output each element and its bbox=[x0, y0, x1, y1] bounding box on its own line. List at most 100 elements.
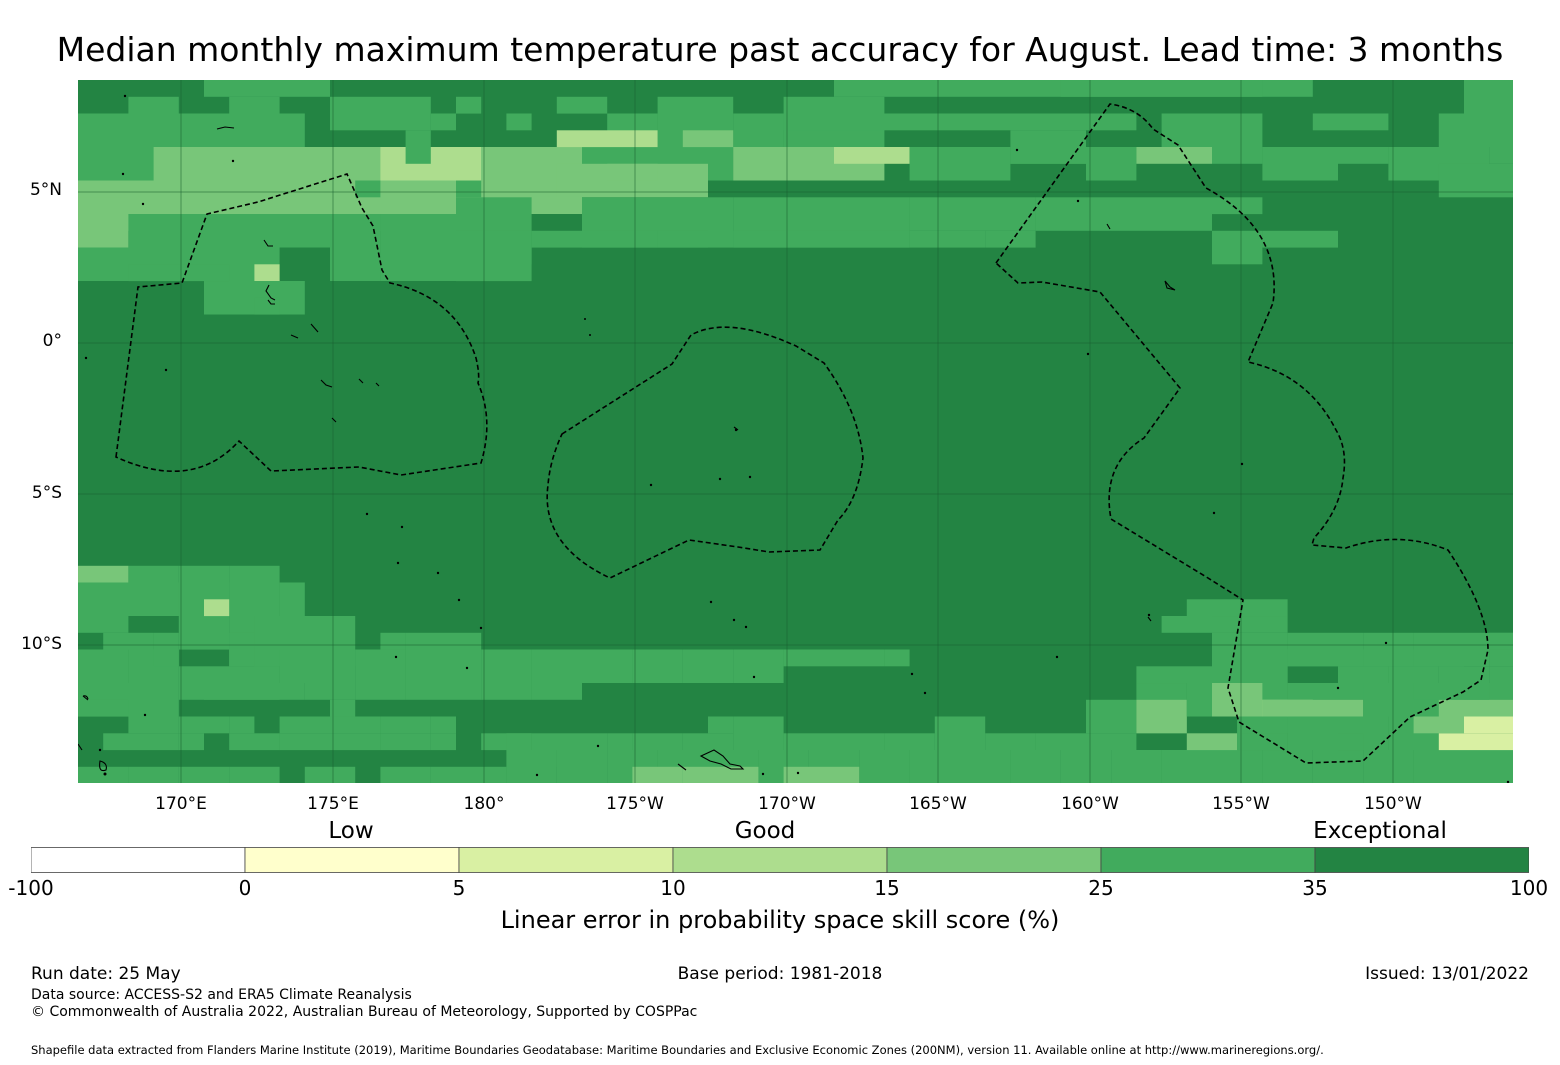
skill-cell bbox=[1212, 599, 1288, 617]
skill-cell bbox=[78, 766, 129, 783]
skill-cell bbox=[985, 230, 1036, 248]
skill-cell bbox=[430, 733, 456, 751]
colorbar-segment bbox=[1314, 847, 1529, 873]
skill-cell bbox=[783, 733, 834, 751]
skill-cell bbox=[1035, 197, 1086, 231]
skill-cell bbox=[405, 632, 482, 684]
skill-cell bbox=[1060, 750, 1112, 783]
skill-cell bbox=[682, 766, 759, 783]
skill-cell bbox=[1111, 750, 1162, 783]
skill-cell bbox=[506, 113, 532, 131]
skill-cell bbox=[380, 766, 431, 783]
skill-cell bbox=[506, 750, 557, 783]
map-title: Median monthly maximum temperature past … bbox=[56, 30, 1504, 69]
skill-cell bbox=[960, 197, 1036, 231]
skill-cell bbox=[733, 649, 784, 683]
skill-cell bbox=[582, 733, 608, 751]
skill-cell bbox=[531, 683, 582, 700]
colorbar-segment bbox=[886, 847, 1102, 873]
skill-cell bbox=[1312, 750, 1364, 783]
skill-cell bbox=[330, 247, 381, 281]
skill-cell bbox=[682, 130, 734, 148]
skill-cell bbox=[103, 733, 179, 751]
skill-cell bbox=[1438, 113, 1513, 147]
skill-cell bbox=[1060, 80, 1263, 97]
skill-cell bbox=[1262, 699, 1364, 717]
island-niulakita bbox=[82, 695, 89, 700]
skill-cell bbox=[229, 733, 280, 751]
skill-cell bbox=[355, 649, 406, 683]
skill-cell bbox=[481, 683, 532, 700]
lat-label-0: 0° bbox=[42, 331, 62, 351]
skill-cell bbox=[128, 766, 179, 783]
skill-cell bbox=[909, 750, 960, 783]
tick-label: 100 bbox=[1509, 876, 1549, 900]
tick-label: 5 bbox=[452, 876, 466, 900]
island-small-2 bbox=[290, 334, 299, 339]
skill-cell bbox=[481, 649, 532, 683]
run-date: Run date: 25 May bbox=[31, 964, 181, 984]
skill-cell bbox=[1161, 616, 1238, 633]
eez-boundary-tokelau-samoa bbox=[546, 326, 864, 579]
skill-cell bbox=[1035, 733, 1086, 751]
tick-label: -100 bbox=[8, 876, 54, 900]
island-atafu bbox=[1147, 616, 1152, 622]
island-marakei bbox=[263, 239, 273, 247]
lon-label-180: 180° bbox=[463, 794, 505, 814]
skill-cell bbox=[582, 649, 633, 683]
skill-cell bbox=[456, 230, 532, 282]
skill-cell bbox=[1262, 750, 1313, 783]
category-exceptional: Exceptional bbox=[1313, 818, 1447, 844]
island-tarawa bbox=[265, 284, 276, 301]
skill-cell bbox=[909, 197, 960, 231]
lon-label-175e: 175°E bbox=[307, 794, 359, 814]
skill-cell bbox=[1186, 733, 1238, 751]
skill-cell bbox=[1237, 733, 1288, 751]
skill-cell bbox=[78, 616, 129, 633]
skill-cell bbox=[859, 750, 910, 783]
skill-cell bbox=[834, 649, 885, 667]
skill-cell bbox=[1186, 599, 1212, 617]
colorbar-segment bbox=[31, 847, 246, 873]
lat-label-10s: 10°S bbox=[21, 634, 62, 654]
colorbar bbox=[31, 847, 1529, 873]
skill-cell bbox=[1312, 113, 1389, 131]
skill-cell bbox=[355, 683, 406, 700]
skill-cell bbox=[1287, 632, 1364, 667]
island-swains bbox=[733, 426, 739, 431]
category-good: Good bbox=[734, 818, 796, 844]
lon-label-170e: 170°E bbox=[155, 794, 207, 814]
skill-cell bbox=[1438, 733, 1513, 751]
skill-cell bbox=[204, 214, 381, 248]
lon-label-155w: 155°W bbox=[1212, 794, 1270, 814]
skill-cell bbox=[178, 716, 230, 734]
island-onotoa bbox=[375, 382, 380, 387]
skill-cell bbox=[304, 683, 356, 700]
skill-cell bbox=[1212, 683, 1263, 717]
skill-cell bbox=[1489, 632, 1513, 650]
skill-cell bbox=[1262, 147, 1338, 181]
island-tabiteuea bbox=[358, 378, 364, 384]
skill-cell bbox=[1086, 733, 1137, 751]
lat-label-5n: 5°N bbox=[29, 180, 62, 200]
skill-cell bbox=[1086, 147, 1137, 181]
skill-cell bbox=[733, 230, 834, 248]
skill-cell bbox=[1212, 147, 1263, 164]
skill-cell bbox=[556, 96, 608, 114]
skill-cell bbox=[405, 683, 482, 700]
skill-cell bbox=[279, 649, 356, 683]
skill-cell bbox=[733, 716, 784, 750]
skill-cell bbox=[1413, 683, 1490, 700]
island-kiritimati bbox=[1164, 280, 1176, 291]
skill-cell bbox=[380, 247, 456, 281]
shapefile-credit: Shapefile data extracted from Flanders M… bbox=[31, 1043, 1324, 1057]
tick-label: 15 bbox=[874, 876, 900, 900]
skill-cell bbox=[456, 96, 482, 114]
skill-cell bbox=[78, 197, 129, 248]
skill-cell bbox=[531, 230, 658, 248]
skill-cell bbox=[279, 716, 381, 734]
lat-label-5s: 5°S bbox=[31, 483, 62, 503]
skill-cell bbox=[1212, 632, 1288, 684]
skill-cell bbox=[909, 147, 1011, 181]
skill-cell bbox=[632, 649, 683, 683]
